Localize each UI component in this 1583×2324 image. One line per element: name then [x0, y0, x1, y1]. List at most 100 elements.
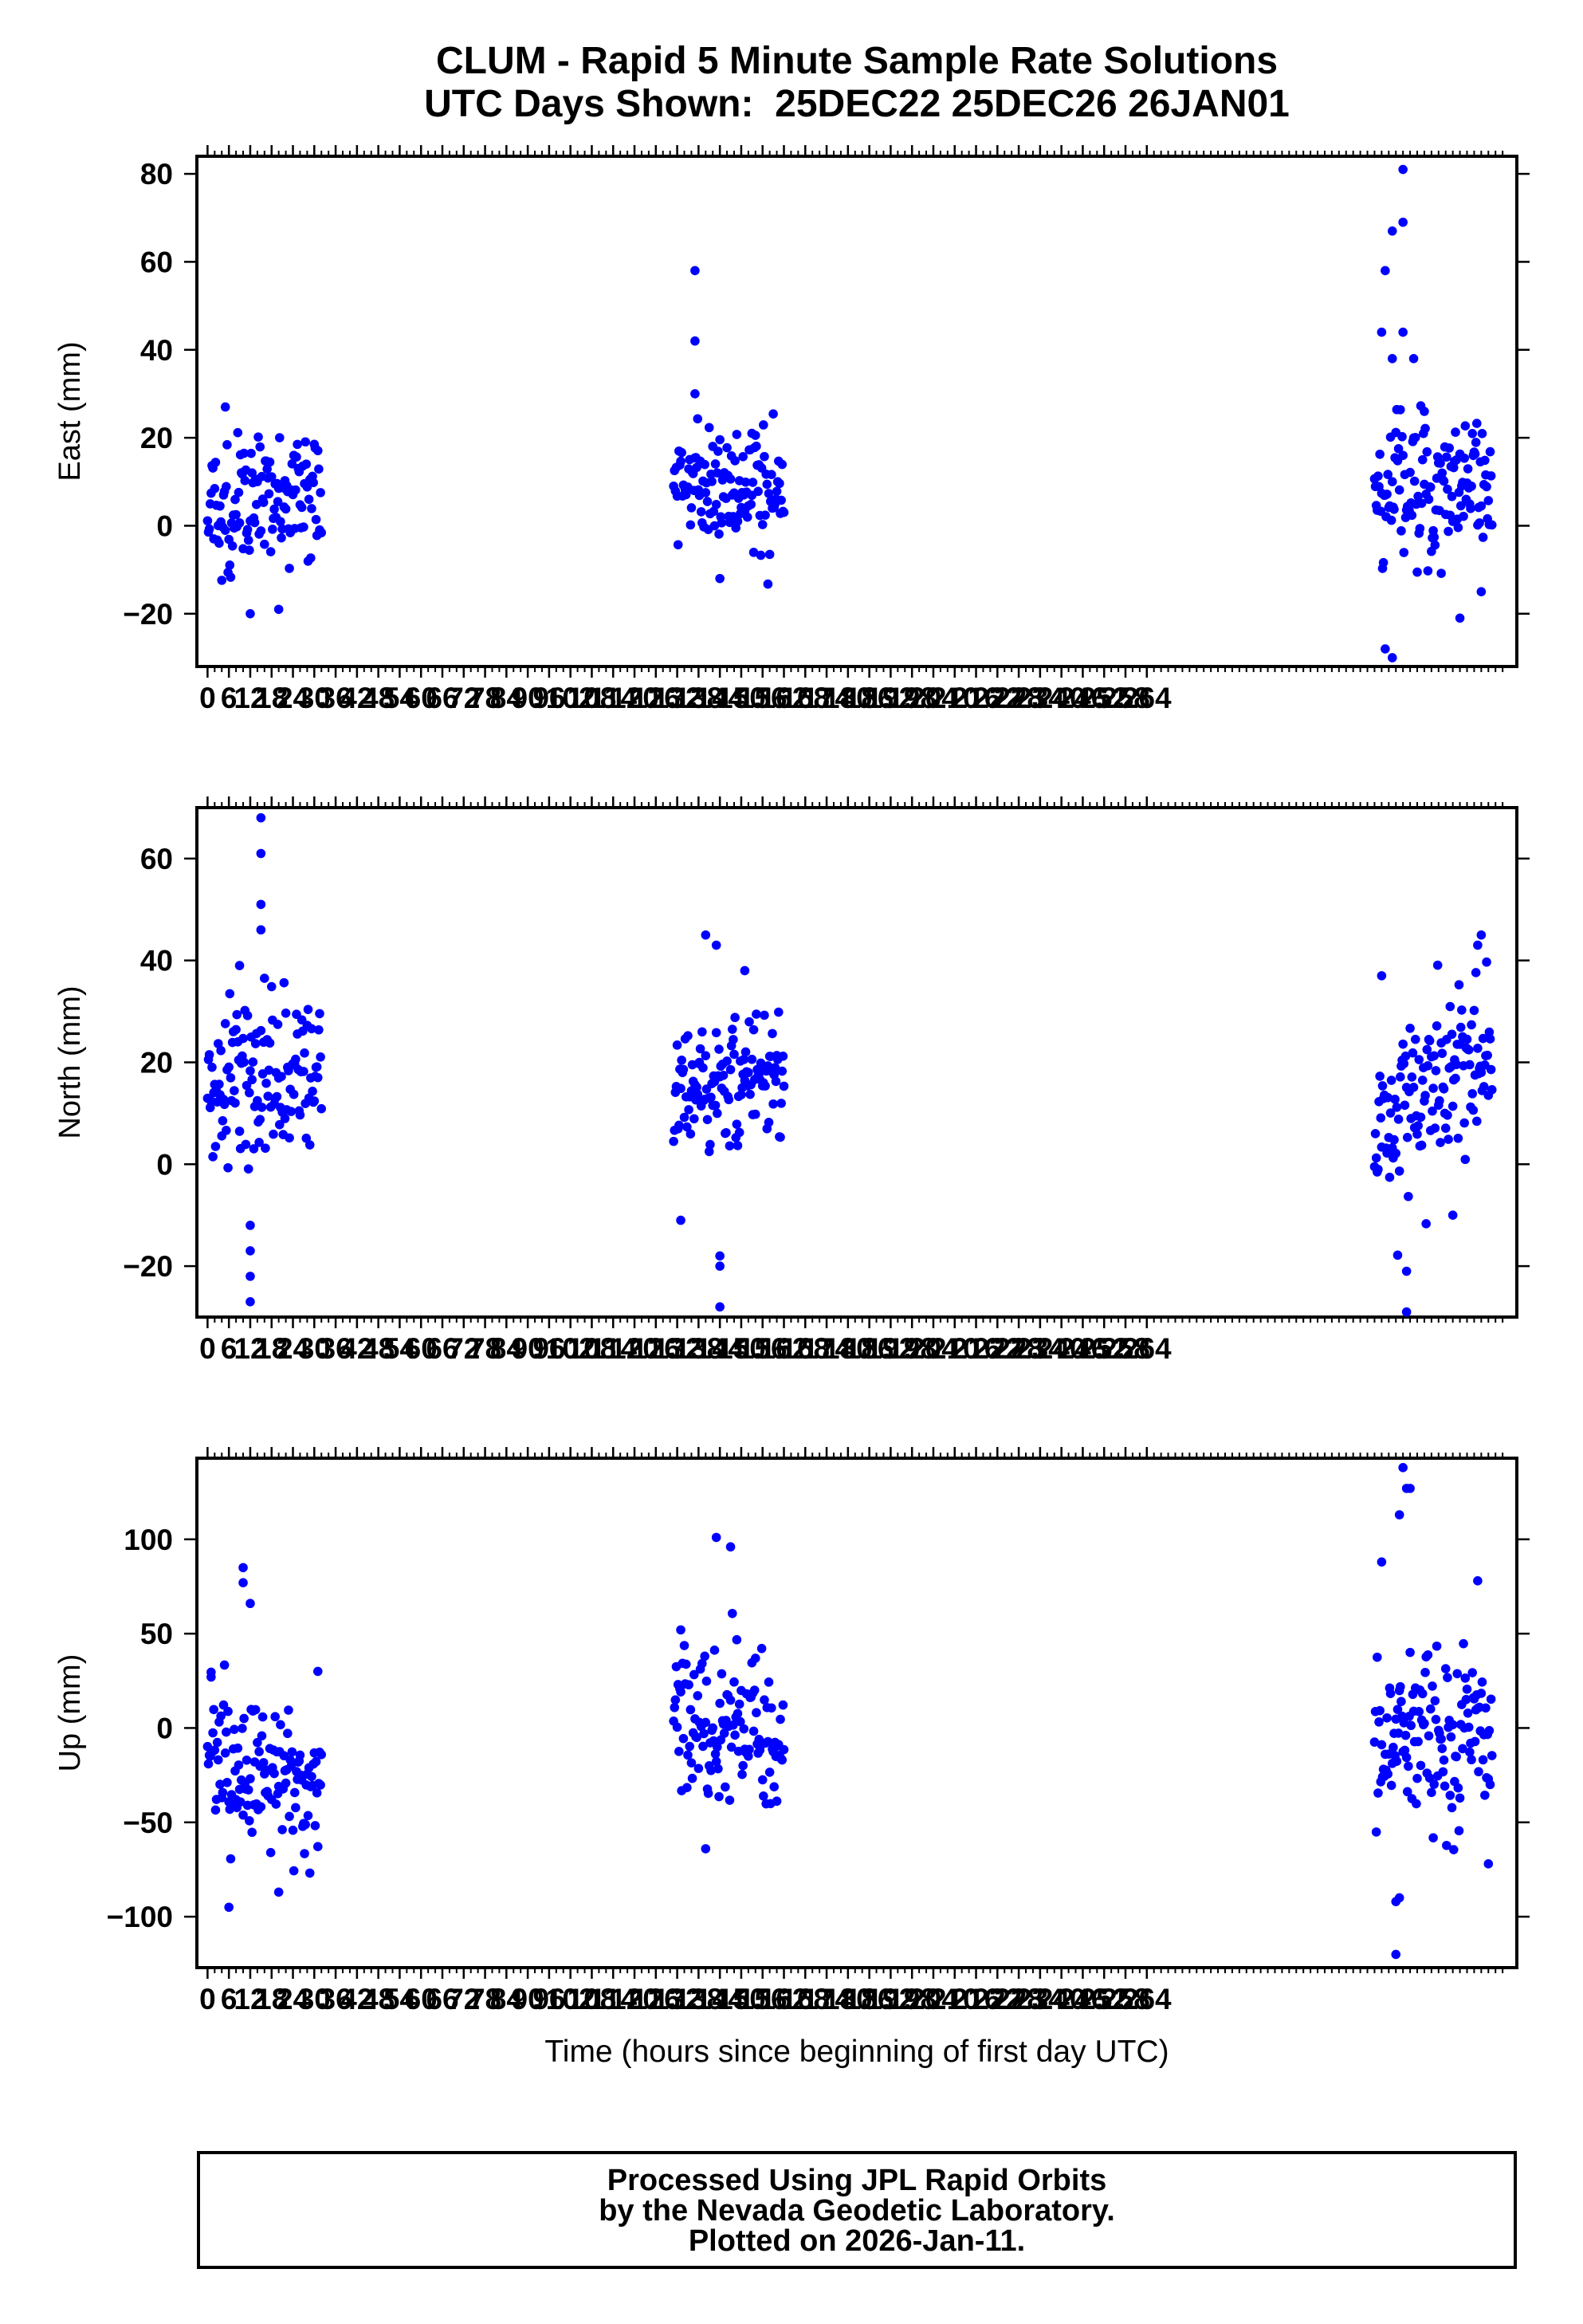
- data-point: [763, 579, 773, 589]
- x-tick-label: 144: [695, 682, 744, 714]
- x-tick-label: 246: [1059, 1983, 1108, 2015]
- data-point: [242, 1080, 252, 1091]
- data-point: [727, 1024, 737, 1034]
- data-point: [717, 1669, 727, 1679]
- data-point: [710, 459, 721, 469]
- data-point: [1398, 450, 1408, 460]
- data-point: [1440, 1123, 1451, 1133]
- data-point: [304, 1868, 315, 1878]
- x-tick-label: 72: [447, 1332, 480, 1365]
- data-point: [727, 1608, 737, 1618]
- x-tick-label: 84: [490, 1332, 524, 1365]
- data-point: [218, 1787, 228, 1798]
- x-tick-label: 246: [1059, 682, 1108, 714]
- data-point: [714, 1044, 724, 1054]
- data-point: [768, 1099, 778, 1109]
- data-point: [255, 1115, 265, 1124]
- data-point: [772, 1796, 782, 1807]
- data-point: [314, 1024, 324, 1035]
- data-point: [1406, 1720, 1416, 1731]
- data-point: [269, 1129, 278, 1139]
- data-point: [774, 1007, 784, 1017]
- data-point: [1405, 1023, 1415, 1033]
- x-tick-label: 144: [695, 1983, 744, 2015]
- data-point: [303, 1005, 313, 1014]
- data-point: [778, 1052, 788, 1061]
- data-point: [1447, 1803, 1457, 1813]
- data-point: [1413, 491, 1423, 501]
- x-tick-label: 54: [383, 1332, 417, 1365]
- x-tick-label: 264: [1122, 1983, 1172, 2015]
- data-point: [209, 1705, 219, 1715]
- x-tick-label: 228: [994, 682, 1043, 714]
- data-point: [254, 1138, 264, 1147]
- data-point: [704, 1146, 714, 1157]
- data-point: [287, 1747, 297, 1757]
- data-point: [1396, 1697, 1406, 1706]
- data-point: [699, 1728, 709, 1739]
- x-tick-label: 48: [362, 1332, 395, 1365]
- data-point: [1393, 1728, 1404, 1738]
- data-point: [1429, 532, 1440, 542]
- data-point: [715, 1698, 725, 1709]
- data-point: [1422, 1044, 1432, 1055]
- data-point: [1377, 1557, 1387, 1567]
- data-point: [1396, 526, 1406, 536]
- data-point: [1460, 1673, 1471, 1683]
- data-point: [725, 1795, 735, 1805]
- data-point: [739, 1055, 749, 1064]
- data-point: [1401, 1266, 1412, 1276]
- y-tick-label: 20: [140, 1047, 173, 1079]
- data-point: [1443, 1110, 1452, 1120]
- data-point: [1483, 496, 1494, 505]
- data-point: [1394, 1166, 1404, 1176]
- x-tick-label: 18: [255, 1983, 288, 2015]
- data-point: [1416, 1112, 1426, 1123]
- y-tick-label: −50: [123, 1807, 173, 1839]
- data-point: [1428, 1083, 1438, 1093]
- data-point: [288, 1825, 298, 1835]
- x-tick-label: 114: [589, 682, 637, 714]
- data-point: [274, 433, 285, 442]
- data-point: [1374, 1717, 1384, 1727]
- data-point: [1376, 1113, 1386, 1123]
- data-point: [230, 1098, 240, 1108]
- data-point: [708, 1723, 718, 1733]
- data-point: [1435, 1095, 1444, 1106]
- data-point: [207, 1062, 217, 1072]
- data-point: [1459, 1118, 1469, 1128]
- data-point: [1392, 1705, 1403, 1714]
- data-point: [711, 499, 721, 509]
- data-point: [670, 1702, 680, 1713]
- data-point: [1481, 1703, 1491, 1713]
- data-point: [1470, 1736, 1480, 1747]
- y-axis-label: North (mm): [53, 985, 87, 1138]
- data-point: [1443, 1673, 1452, 1682]
- data-point: [223, 1706, 233, 1716]
- data-point: [677, 447, 686, 458]
- data-point: [1386, 1780, 1396, 1791]
- x-tick-label: 228: [994, 1332, 1043, 1365]
- data-point: [750, 1654, 760, 1663]
- data-point: [1413, 1121, 1423, 1131]
- data-point: [220, 1019, 230, 1028]
- x-tick-label: 186: [845, 1983, 894, 2015]
- data-point: [266, 472, 277, 482]
- data-point: [316, 528, 327, 537]
- data-point: [1437, 1048, 1447, 1059]
- x-tick-label: 198: [887, 1332, 937, 1365]
- x-tick-label: 42: [340, 1332, 373, 1365]
- data-point: [776, 1132, 785, 1142]
- data-point: [1373, 471, 1383, 481]
- x-tick-label: 222: [972, 1332, 1022, 1365]
- data-point: [311, 1756, 321, 1767]
- data-point: [697, 1658, 707, 1669]
- data-point: [1451, 427, 1460, 437]
- data-point: [285, 564, 294, 573]
- data-point: [1410, 432, 1420, 442]
- data-point: [256, 1802, 266, 1812]
- x-tick-label: 258: [1101, 1332, 1150, 1365]
- x-tick-label: 66: [426, 682, 458, 714]
- data-point: [732, 1634, 742, 1645]
